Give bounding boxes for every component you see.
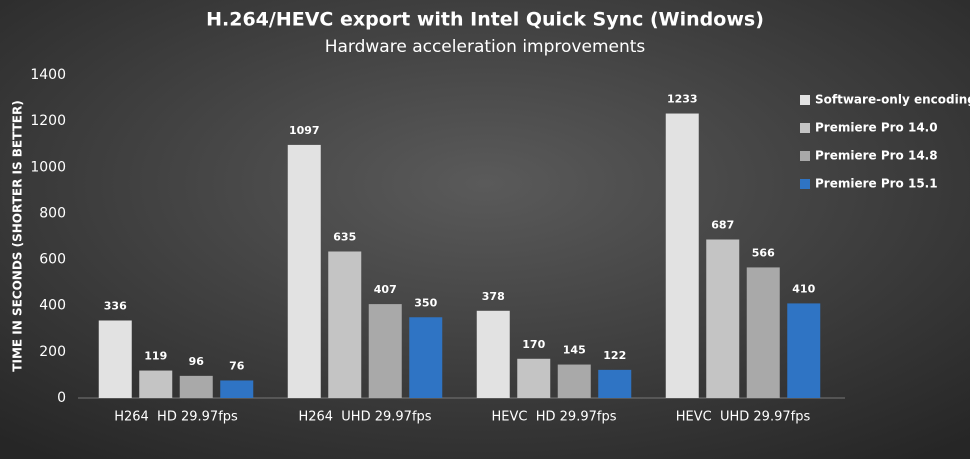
bar	[706, 239, 740, 398]
value-label: 1233	[667, 93, 698, 106]
bar	[220, 380, 254, 398]
y-tick-label: 200	[39, 344, 66, 360]
legend-label: Premiere Pro 15.1	[815, 177, 938, 191]
x-tick-label: HEVC UHD 29.97fps	[676, 410, 811, 425]
bar	[409, 317, 443, 398]
x-tick-label: HEVC HD 29.97fps	[492, 410, 617, 425]
y-tick-label: 1200	[30, 113, 66, 129]
y-tick-label: 1400	[30, 67, 66, 83]
x-tick-label: H264 HD 29.97fps	[114, 410, 238, 425]
y-tick-label: 0	[57, 390, 66, 406]
bar	[665, 113, 699, 398]
value-label: 336	[104, 299, 127, 312]
value-label: 407	[374, 283, 397, 296]
bar	[746, 267, 780, 398]
y-tick-label: 600	[39, 252, 66, 268]
chart-subtitle: Hardware acceleration improvements	[325, 37, 646, 57]
y-tick-label: 800	[39, 205, 66, 221]
y-axis-label: TIME IN SECONDS (SHORTER IS BETTER)	[11, 100, 25, 371]
bar	[179, 375, 213, 398]
legend-label: Premiere Pro 14.0	[815, 121, 938, 135]
chart-title: H.264/HEVC export with Intel Quick Sync …	[206, 9, 764, 31]
bar	[287, 144, 321, 398]
y-tick-label: 400	[39, 298, 66, 314]
bar	[368, 304, 402, 398]
value-label: 410	[792, 282, 815, 295]
x-tick-label: H264 UHD 29.97fps	[298, 410, 431, 425]
legend-label: Software-only encoding	[815, 93, 970, 107]
value-label: 96	[189, 355, 205, 368]
bar	[517, 358, 551, 398]
legend-swatch	[800, 95, 810, 105]
y-tick-label: 1000	[30, 159, 66, 175]
bar	[557, 364, 591, 398]
legend-label: Premiere Pro 14.8	[815, 149, 938, 163]
bar	[598, 369, 632, 398]
legend-swatch	[800, 179, 810, 189]
value-label: 122	[603, 349, 626, 362]
value-label: 378	[482, 290, 505, 303]
value-label: 635	[333, 230, 356, 243]
legend-swatch	[800, 123, 810, 133]
bar	[139, 370, 173, 398]
value-label: 170	[522, 338, 545, 351]
bar	[476, 310, 510, 398]
value-label: 566	[752, 246, 775, 259]
bar	[98, 320, 132, 398]
value-label: 145	[563, 344, 586, 357]
value-label: 687	[711, 218, 734, 231]
value-label: 76	[229, 359, 245, 372]
value-label: 1097	[289, 124, 320, 137]
bar	[328, 251, 362, 398]
value-label: 119	[144, 350, 167, 363]
value-label: 350	[414, 296, 437, 309]
bar	[787, 303, 821, 398]
legend-swatch	[800, 151, 810, 161]
